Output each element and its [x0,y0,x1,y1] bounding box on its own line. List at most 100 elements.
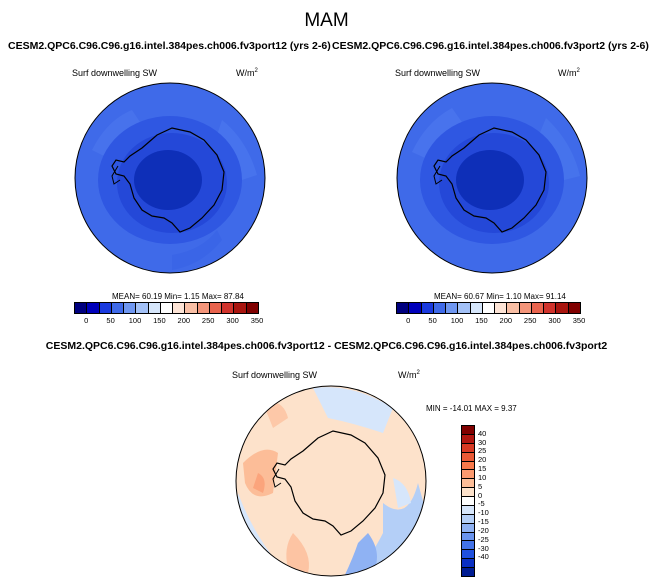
panel-1-colorbar-swatch [111,303,125,313]
panel-2-colorbar-swatch [421,303,434,313]
panel-2-colorbar-swatch [397,303,410,313]
panel-1-colorbar-tick-label: 250 [201,316,215,325]
panel-2-colorbar-swatch [495,303,508,313]
panel-1-colorbar [74,302,259,314]
panel-2-colorbar-swatch [446,303,459,313]
diff-colorbar-swatch [462,559,474,568]
panel-2-case-title: CESM2.QPC6.C96.C96.g16.intel.384pes.ch00… [332,40,649,52]
panel-2-colorbar-swatch [568,303,580,313]
diff-colorbar-tick-label: 30 [478,437,487,447]
diff-colorbar-tick-label: -40 [478,552,489,562]
diff-colorbar-swatch [462,514,474,524]
panel-1-colorbar-tick-label: 0 [84,316,89,325]
diff-colorbar-swatch [462,470,474,480]
panel-1-colorbar-swatch [246,303,258,313]
panel-2-stats: MEAN= 60.67 Min= 1.10 Max= 91.14 [434,292,566,301]
diff-colorbar-tick-label: -20 [478,525,489,535]
diff-colorbar-swatch [462,488,474,497]
diff-colorbar-swatch [462,568,474,576]
diff-colorbar-swatch [462,434,474,444]
diff-colorbar-swatch [462,426,474,435]
panel-1-colorbar-swatch [99,303,112,313]
diff-colorbar-tick-label: 0 [478,490,483,500]
panel-1-colorbar-swatch [173,303,186,313]
diff-variable-label: Surf downwelling SW [232,370,318,380]
panel-1-colorbar-tick-label: 100 [128,316,142,325]
panel-1-polar-map [74,82,266,274]
diff-colorbar-swatch [462,541,474,551]
panel-1-colorbar-swatch [160,303,174,313]
diff-colorbar-tick-label: 15 [478,464,487,474]
diff-colorbar-swatch [462,452,474,462]
panel-2-unit-label: W/m2 [558,68,580,78]
panel-2-colorbar-tick-label: 300 [548,316,561,325]
diff-colorbar-tick-label: 40 [478,428,487,438]
panel-2-colorbar-tick-label: 50 [428,316,437,325]
panel-2-colorbar-swatch [433,303,447,313]
panel-2-colorbar-swatch [458,303,471,313]
panel-1-colorbar-swatch [185,303,198,313]
panel-2-colorbar-tick-label: 200 [499,316,513,325]
panel-2-colorbar-swatch [482,303,496,313]
panel-1-colorbar-swatch [209,303,223,313]
diff-colorbar-tick-label: -15 [478,517,489,527]
panel-1-colorbar-swatch [234,303,247,313]
page-title: MAM [304,10,349,31]
panel-2-colorbar-tick-label: 250 [523,316,537,325]
diff-colorbar-swatch [462,497,474,506]
diff-colorbar-swatch [462,461,474,471]
diff-colorbar-tick-label: -30 [478,543,489,553]
panel-2-colorbar-swatch [409,303,422,313]
diff-colorbar-tick-label: -10 [478,508,489,518]
diff-colorbar-swatch [462,443,474,453]
panel-1-colorbar-tick-label: 350 [250,316,264,325]
diff-polar-map [235,385,427,577]
panel-1-colorbar-ticks: 0 50 100 150 200 250 300 350 [74,316,263,328]
diff-colorbar-tick-label: 20 [478,455,487,465]
panel-2-colorbar-tick-label: 0 [406,316,411,325]
diff-colorbar-tick-label: -25 [478,534,489,544]
panel-1-unit-label: W/m2 [236,68,258,78]
diff-colorbar-tick-label: 25 [478,446,487,456]
panel-1-colorbar-swatch [87,303,100,313]
panel-2-colorbar-swatch [507,303,520,313]
panel-2-colorbar-tick-label: 150 [475,316,488,325]
panel-2-colorbar-swatch [544,303,557,313]
panel-1-colorbar-swatch [222,303,235,313]
diff-title: CESM2.QPC6.C96.C96.g16.intel.384pes.ch00… [45,340,608,352]
diff-colorbar-tick-label: 10 [478,472,487,482]
panel-2-colorbar-tick-label: 100 [450,316,464,325]
panel-1-colorbar-swatch [136,303,149,313]
diff-colorbar-swatch [462,505,474,515]
diff-colorbar-swatch [462,479,474,489]
diff-colorbar-swatch [462,532,474,542]
panel-1-colorbar-tick-label: 150 [153,316,166,325]
diff-colorbar-ticks: 40 30 25 20 15 10 5 0 -5 -10 -15 -20 -25 -30 -40 [478,425,508,575]
panel-2-colorbar [396,302,581,314]
panel-1-variable-label: Surf downwelling SW [72,68,158,78]
diff-stats: MIN = -14.01 MAX = 9.37 [426,404,517,413]
diff-unit-label: W/m2 [398,370,420,380]
diff-colorbar-tick-label: 5 [478,481,483,491]
diff-colorbar-swatch [462,523,474,533]
panel-1-colorbar-swatch [124,303,137,313]
panel-1-colorbar-tick-label: 50 [106,316,115,325]
panel-1-colorbar-swatch [197,303,210,313]
panel-2-variable-label: Surf downwelling SW [395,68,481,78]
panel-2-colorbar-swatch [519,303,532,313]
panel-1-stats: MEAN= 60.19 Min= 1.15 Max= 87.84 [112,292,244,301]
panel-2-colorbar-swatch [470,303,483,313]
panel-2-colorbar-swatch [556,303,569,313]
panel-2-colorbar-tick-label: 350 [572,316,586,325]
panel-1-colorbar-tick-label: 300 [226,316,239,325]
panel-1-case-title: CESM2.QPC6.C96.C96.g16.intel.384pes.ch00… [8,40,331,52]
panel-1-colorbar-swatch [75,303,88,313]
diff-colorbar [461,425,475,577]
panel-2-polar-map [396,82,588,274]
panel-2-colorbar-swatch [531,303,545,313]
diff-colorbar-swatch [462,550,474,560]
panel-2-colorbar-ticks: 0 50 100 150 200 250 300 350 [396,316,585,328]
panel-1-colorbar-swatch [148,303,161,313]
panel-1-colorbar-tick-label: 200 [177,316,191,325]
diff-colorbar-tick-label: -5 [478,499,485,509]
